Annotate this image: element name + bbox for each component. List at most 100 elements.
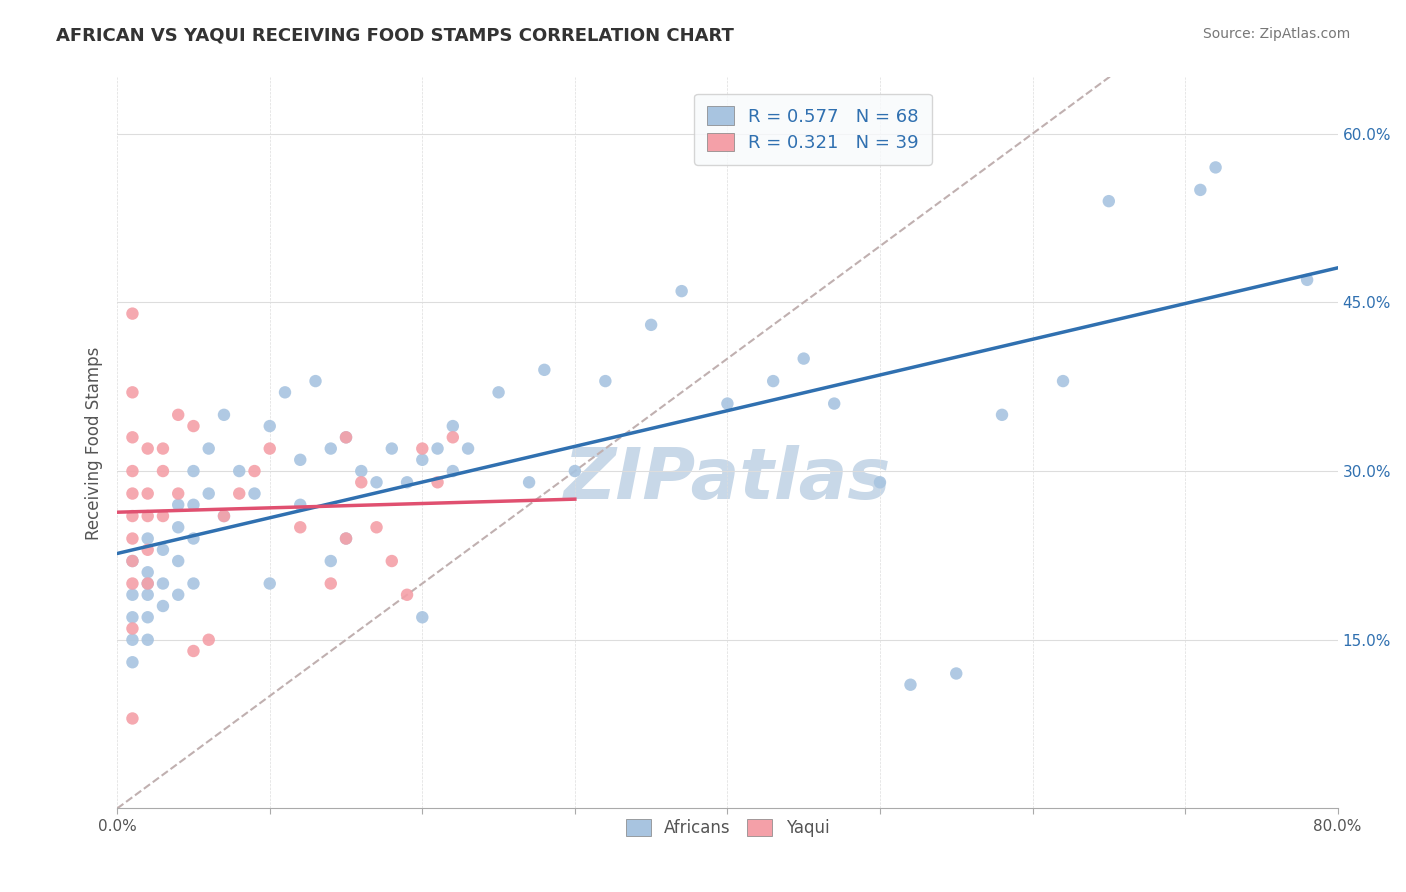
Point (259, 442, 281, 456)
Point (335, 532, 357, 546)
Point (793, 351, 815, 366)
Point (716, 396, 738, 410)
Point (396, 475, 419, 490)
Point (136, 542, 159, 557)
Point (290, 520, 312, 534)
Point (152, 542, 174, 557)
Point (441, 464, 464, 478)
Point (121, 464, 143, 478)
Point (1296, 273, 1319, 287)
Point (136, 576, 159, 591)
Point (823, 396, 845, 410)
Point (167, 486, 190, 500)
Point (121, 532, 143, 546)
Point (197, 442, 219, 456)
Point (183, 419, 205, 434)
Point (411, 442, 433, 456)
Point (121, 554, 143, 568)
Point (945, 666, 967, 681)
Point (183, 576, 205, 591)
Point (900, 678, 922, 692)
Point (243, 486, 266, 500)
Text: AFRICAN VS YAQUI RECEIVING FOOD STAMPS CORRELATION CHART: AFRICAN VS YAQUI RECEIVING FOOD STAMPS C… (56, 27, 734, 45)
Point (366, 520, 388, 534)
Point (121, 486, 143, 500)
Point (167, 520, 190, 534)
Point (1189, 183, 1212, 197)
Point (167, 554, 190, 568)
Point (121, 385, 143, 400)
Point (335, 430, 357, 444)
Point (564, 464, 586, 478)
Point (152, 576, 174, 591)
Point (304, 374, 326, 388)
Point (366, 475, 388, 490)
Point (259, 419, 281, 434)
Point (121, 554, 143, 568)
Point (197, 486, 219, 500)
Point (136, 632, 159, 647)
Point (121, 576, 143, 591)
Point (350, 464, 373, 478)
Point (212, 408, 235, 422)
Point (121, 509, 143, 524)
Point (152, 464, 174, 478)
Point (350, 475, 373, 490)
Point (136, 509, 159, 524)
Point (183, 498, 205, 512)
Point (136, 610, 159, 624)
Point (167, 408, 190, 422)
Point (136, 576, 159, 591)
Point (533, 363, 555, 377)
Point (183, 532, 205, 546)
Point (121, 711, 143, 725)
Point (167, 588, 190, 602)
Point (121, 430, 143, 444)
Point (167, 498, 190, 512)
Point (1052, 374, 1074, 388)
Point (426, 475, 449, 490)
Point (335, 430, 357, 444)
Point (1098, 194, 1121, 209)
Text: Source: ZipAtlas.com: Source: ZipAtlas.com (1202, 27, 1350, 41)
Point (290, 452, 312, 467)
Point (381, 442, 404, 456)
Point (243, 464, 266, 478)
Point (517, 475, 540, 490)
Point (228, 486, 250, 500)
Point (152, 509, 174, 524)
Point (426, 442, 449, 456)
Point (396, 588, 419, 602)
Point (212, 509, 235, 524)
Y-axis label: Receiving Food Stamps: Receiving Food Stamps (86, 346, 103, 540)
Point (411, 452, 433, 467)
Point (136, 532, 159, 546)
Legend: Africans, Yaqui: Africans, Yaqui (619, 813, 837, 844)
Point (136, 442, 159, 456)
Point (290, 498, 312, 512)
Point (457, 442, 479, 456)
Point (411, 610, 433, 624)
Point (121, 307, 143, 321)
Point (121, 632, 143, 647)
Point (152, 599, 174, 613)
Point (381, 554, 404, 568)
Point (869, 475, 891, 490)
Point (121, 655, 143, 669)
Point (197, 632, 219, 647)
Point (595, 374, 617, 388)
Point (212, 509, 235, 524)
Point (762, 374, 785, 388)
Point (319, 576, 342, 591)
Point (441, 430, 464, 444)
Point (121, 610, 143, 624)
Point (488, 385, 510, 400)
Point (991, 408, 1014, 422)
Point (319, 554, 342, 568)
Point (335, 532, 357, 546)
Point (152, 442, 174, 456)
Point (183, 644, 205, 658)
Point (319, 442, 342, 456)
Point (640, 318, 662, 332)
Point (121, 588, 143, 602)
